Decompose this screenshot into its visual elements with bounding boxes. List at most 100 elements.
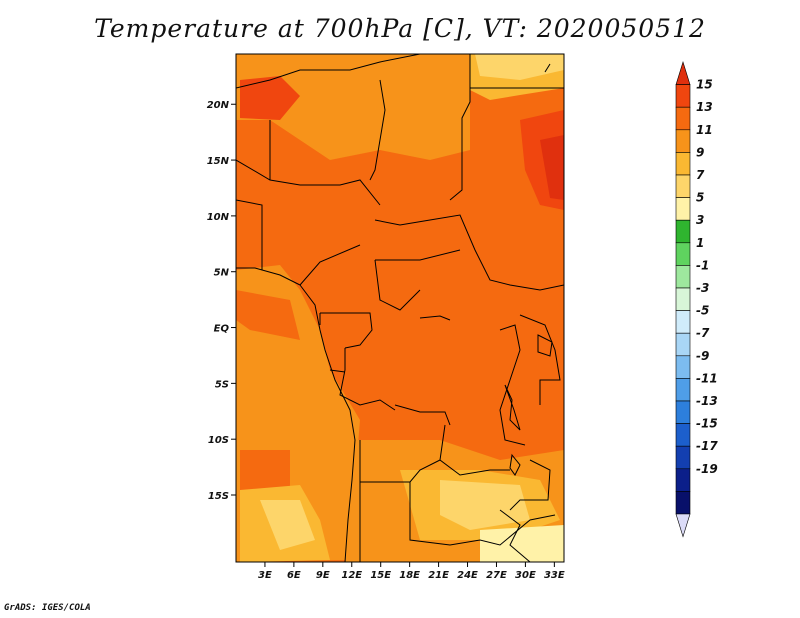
lon-tick-label: 24E [457,570,478,581]
lon-tick-label: 27E [486,570,507,581]
colorbar-cap-top [675,60,691,85]
lat-tick-label: 20N [207,100,230,111]
lake-outline [509,453,521,476]
map-frame [235,53,565,563]
colorbar-segment [675,400,691,424]
longitude-axis: 3E 6E 9E 12E 15E 18E 21E 24E 27E 30E 33E [258,562,565,581]
border-line [329,369,346,373]
border-line [499,324,526,446]
colorbar-segment [675,152,691,176]
colorbar-label: 13 [696,100,713,114]
colorbar-label: -9 [696,349,709,363]
coastline [236,267,301,286]
field-north-5 [475,54,564,80]
temperature-field [236,54,564,562]
border-line [339,348,396,411]
colorbar-segment [675,84,691,108]
lat-tick-label: 5N [214,268,230,279]
colorbar-segment [675,355,691,379]
colorbar-segment [675,129,691,153]
lat-tick-label: 5S [215,379,229,390]
lon-tick-label: 21E [428,570,449,581]
colorbar: 15 13 11 9 7 5 3 1 -1 -3 -5 -7 -9 -11 -13 -15 -17 -19 [675,60,718,538]
country-borders [236,54,564,562]
border-line [439,424,510,476]
border-line [236,54,421,89]
colorbar-label: 1 [696,236,704,250]
colorbar-label: 7 [696,168,705,182]
colorbar-segment [675,310,691,334]
river-line [419,315,451,321]
border-line [369,79,386,181]
border-line [374,259,421,311]
lon-tick-label: 6E [287,570,301,581]
colorbar-label: -5 [696,304,709,318]
field-nw-13 [240,76,300,120]
colorbar-segment [675,332,691,357]
latitude-axis: 20N 15N 10N 5N EQ 5S 10S 15S [207,100,236,502]
colorbar-label: -15 [696,417,718,431]
colorbar-label: -3 [696,281,709,295]
colorbar-cap-bottom [675,513,691,538]
coastline [299,284,356,562]
lon-tick-label: 3E [258,570,272,581]
lakes [419,63,553,476]
colorbar-segment [675,197,691,221]
colorbar-label: -7 [696,326,710,340]
lat-tick-label: 10S [208,435,229,446]
colorbar-label: 9 [696,145,704,159]
colorbar-segment [675,287,691,311]
colorbar-label: 3 [696,213,704,227]
colorbar-segment [675,491,691,515]
border-line [499,509,531,562]
lake-outline [537,334,553,357]
lat-tick-label: 15N [207,156,230,167]
field-sw-11 [240,450,290,490]
field-south-3 [480,525,564,562]
border-line [236,199,263,270]
border-line [236,159,381,206]
colorbar-segment [675,378,691,402]
border-line [519,314,561,405]
credit-label: GrADS: IGES/COLA [4,603,91,613]
colorbar-segment [675,423,691,447]
lon-tick-label: 12E [341,570,362,581]
lon-tick-label: 18E [399,570,420,581]
border-line [374,214,564,291]
border-line [375,249,461,261]
border-line [299,244,361,286]
lake-outline [544,63,551,73]
field-sw-5 [260,500,315,550]
colorbar-segment [675,219,691,244]
colorbar-label: -11 [696,371,718,385]
field-north-9 [236,54,470,160]
field-south-5 [440,480,530,530]
lon-tick-label: 15E [370,570,391,581]
border-line [320,312,373,349]
border-line [360,459,441,483]
border-line [449,54,471,201]
lat-tick-label: EQ [214,324,230,335]
colorbar-label: -13 [696,394,718,408]
colorbar-segment [675,468,691,492]
border-line [509,459,551,511]
border-line [409,482,556,546]
lake-outline [504,384,521,431]
lon-tick-label: 30E [515,570,536,581]
colorbar-label: 5 [696,191,704,205]
colorbar-segment [675,106,691,131]
field-ne-15 [540,135,564,200]
lon-tick-label: 9E [316,570,330,581]
border-line [394,404,451,426]
colorbar-segment [675,265,691,289]
map-title: Temperature at 700hPa [C], VT: 202005051… [94,14,706,43]
colorbar-segment [675,174,691,198]
lat-tick-label: 10N [207,212,230,223]
colorbar-label: 15 [696,78,713,92]
colorbar-label: -1 [696,258,709,272]
lon-tick-label: 33E [544,570,565,581]
lat-tick-label: 15S [208,491,229,502]
colorbar-segment [675,242,691,266]
field-west-11 [236,290,300,340]
